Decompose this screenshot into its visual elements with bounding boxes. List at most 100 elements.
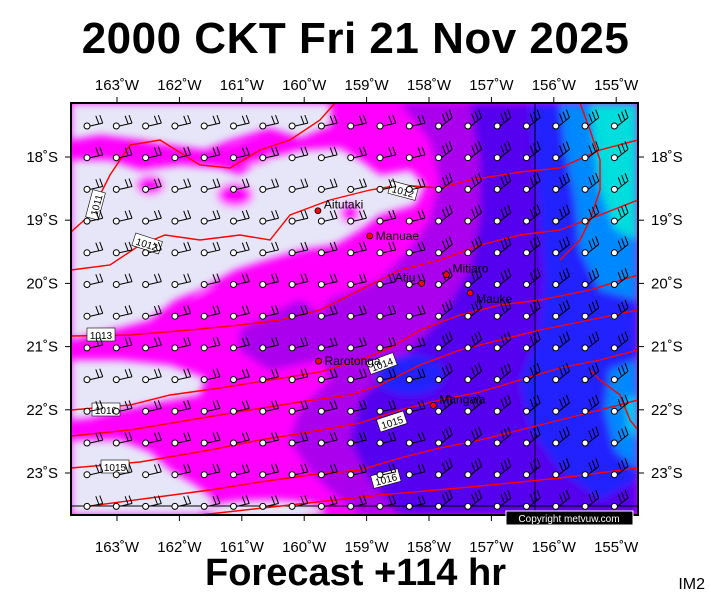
lon-label: 162˚W [157, 77, 202, 94]
wind-barb [288, 273, 309, 288]
lat-label: 22˚S [26, 402, 58, 419]
wind-barb [435, 363, 453, 384]
lat-label: 18˚S [26, 149, 58, 166]
wind-barb [230, 400, 250, 415]
island-label: Mitiaro [452, 262, 488, 276]
wind-barb [581, 141, 600, 162]
lat-label: 20˚S [26, 275, 58, 292]
island-marker [314, 207, 322, 215]
wind-barb [200, 463, 221, 479]
wind-barb [288, 146, 309, 162]
island-label: Aitutaki [324, 198, 363, 212]
island-atiu: Atiu [395, 270, 425, 287]
wind-barb [112, 178, 133, 193]
wind-barb [142, 368, 162, 384]
wind-barb [435, 299, 453, 320]
wind-barb [493, 394, 512, 415]
lat-label: 22˚S [651, 402, 683, 419]
wind-barb [376, 368, 397, 384]
wind-barb [288, 305, 309, 320]
forecast-label: Forecast +114 hr [204, 552, 506, 594]
wind-barb [405, 431, 426, 447]
lon-label: 160˚W [282, 539, 327, 556]
wind-barb [493, 204, 512, 225]
wind-barb [200, 210, 221, 225]
wind-barb [493, 172, 512, 193]
wind-barb [83, 146, 104, 162]
wind-barb [259, 273, 280, 288]
wind-barb [171, 241, 192, 257]
wind-barb [317, 431, 338, 447]
wind-barb [259, 305, 280, 320]
wind-barb [230, 146, 250, 162]
island-manuae: Manuae [366, 229, 419, 243]
wind-barb [142, 210, 162, 225]
wind-barb [200, 431, 221, 447]
wind-barb [171, 368, 192, 384]
wind-barb [376, 273, 397, 288]
wind-barb [581, 489, 600, 510]
wind-barb [581, 236, 600, 257]
lon-label: 161˚W [220, 539, 265, 556]
wind-barb [83, 368, 104, 384]
lat-label: 18˚S [651, 149, 683, 166]
wind-barb [552, 426, 570, 447]
wind-barb [552, 236, 570, 257]
wind-barb [610, 489, 629, 510]
wind-barb [405, 305, 426, 320]
wind-barb [493, 489, 512, 510]
wind-speed-shading [71, 103, 638, 515]
wind-barb [376, 431, 397, 447]
wind-barb [171, 400, 192, 415]
lat-label: 21˚S [26, 339, 58, 356]
wind-barb [376, 336, 397, 352]
wind-barb [347, 178, 367, 193]
wind-barb [83, 114, 104, 130]
wind-barb [610, 299, 629, 320]
lat-label: 19˚S [651, 212, 683, 229]
wind-barb [641, 173, 658, 192]
wind-barb [347, 273, 367, 288]
wind-barb [112, 273, 133, 288]
wind-barb [523, 331, 541, 352]
wind-barb [112, 210, 133, 225]
wind-barb [200, 368, 221, 384]
lat-label: 19˚S [26, 212, 58, 229]
wind-barb [317, 178, 338, 193]
wind-barb [523, 267, 541, 288]
wind-barb [435, 172, 453, 193]
copyright-box: Copyright metvuw.com [505, 510, 634, 526]
wind-barb [112, 400, 133, 415]
wind-barb [523, 172, 541, 193]
wind-barb [112, 336, 133, 352]
wind-barb [610, 394, 629, 415]
map-frame [70, 102, 639, 516]
wind-barb [610, 331, 629, 352]
wind-barb [142, 178, 162, 193]
isobars [71, 103, 638, 515]
wind-barb [83, 336, 104, 352]
wind-barb [610, 141, 629, 162]
wind-barb [552, 299, 570, 320]
lat-label: 23˚S [26, 465, 58, 482]
wind-barb [493, 331, 512, 352]
wind-barb [347, 368, 367, 384]
axes: 163˚W 163˚W 162˚W 162˚W 161˚W 161˚W 160˚W 160˚W… [26, 77, 682, 556]
island-marker [418, 279, 425, 287]
wind-barb [435, 458, 453, 479]
lon-label: 156˚W [532, 77, 577, 94]
island-mitiaro: Mitiaro [443, 262, 489, 278]
wind-barb [347, 400, 367, 415]
wind-barb [405, 114, 426, 130]
wind-barb [317, 336, 338, 352]
wind-barb [142, 114, 162, 130]
wind-barb [405, 463, 426, 479]
island-rarotonga: Rarotonga [315, 354, 381, 368]
wind-barb [581, 204, 600, 225]
wind-barb [288, 431, 309, 447]
wind-barb [259, 495, 280, 510]
wind-barb [405, 210, 426, 225]
wind-barb [523, 299, 541, 320]
copyright-text: Copyright metvuw.com [518, 514, 619, 525]
wind-barb [171, 305, 192, 320]
